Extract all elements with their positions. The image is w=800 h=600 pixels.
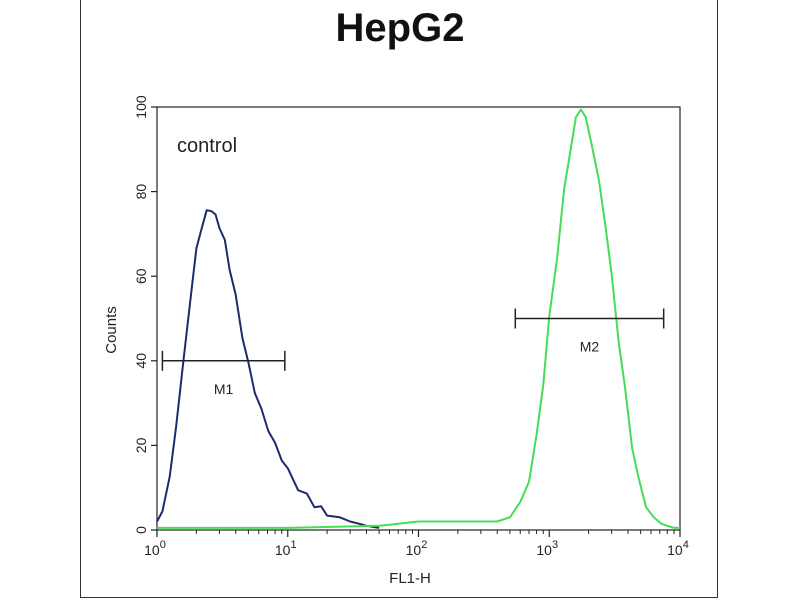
y-tick-label: 20: [133, 437, 149, 453]
y-tick-label: 100: [133, 95, 149, 119]
series-line-2: [157, 108, 680, 529]
series-group: [156, 108, 680, 529]
marker-label-m1: M1: [214, 381, 234, 397]
y-tick-label: 80: [133, 184, 149, 200]
x-axis-title: FL1-H: [389, 570, 431, 587]
series-line-1: [156, 209, 380, 529]
y-axis-title: Counts: [103, 306, 120, 354]
x-tick-label: 102: [406, 539, 428, 558]
marker-label-m2: M2: [580, 339, 600, 355]
x-tick-label: 103: [536, 539, 558, 558]
y-tick-label: 0: [133, 526, 149, 534]
chart-title: HepG2: [335, 6, 465, 50]
x-tick-label: 100: [144, 539, 166, 558]
markers-group: M1 M2: [161, 308, 665, 397]
axes: 0 20 40 60 80 100 100 101 102 103 104: [133, 95, 689, 558]
x-tick-label: 101: [275, 539, 297, 558]
y-tick-label: 40: [133, 353, 149, 369]
image-frame: [80, 0, 718, 598]
x-tick-label: 104: [667, 539, 689, 558]
control-annotation: control: [177, 135, 237, 157]
y-tick-label: 60: [133, 268, 149, 284]
